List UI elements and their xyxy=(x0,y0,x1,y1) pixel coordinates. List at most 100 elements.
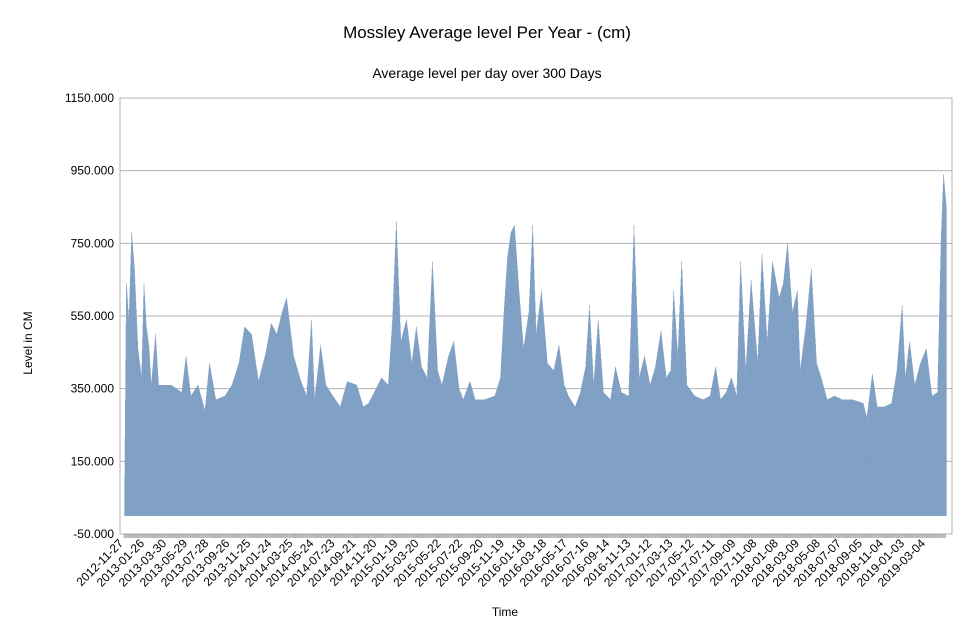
bar xyxy=(893,387,895,516)
bar xyxy=(210,369,211,516)
bar xyxy=(399,304,400,516)
bar xyxy=(847,399,849,516)
bar xyxy=(419,356,421,516)
bar xyxy=(602,377,603,516)
bar xyxy=(686,376,687,516)
bar xyxy=(515,250,517,516)
bar xyxy=(365,405,366,516)
bar xyxy=(642,364,643,516)
bar xyxy=(288,315,290,516)
bar xyxy=(878,406,879,516)
bar xyxy=(356,386,358,516)
bar xyxy=(355,384,357,516)
bar xyxy=(494,395,496,516)
bar xyxy=(701,398,702,516)
bar xyxy=(298,375,300,516)
bar xyxy=(647,374,649,516)
bar xyxy=(937,361,939,516)
bar xyxy=(866,416,867,516)
bar xyxy=(699,398,700,516)
bar xyxy=(280,318,281,516)
bar xyxy=(882,406,884,516)
bar xyxy=(486,398,487,516)
bar xyxy=(421,366,422,516)
bar xyxy=(229,387,231,516)
bar xyxy=(909,344,911,516)
bar xyxy=(434,312,436,516)
bar xyxy=(729,382,731,516)
bar xyxy=(929,381,931,516)
bar xyxy=(562,371,563,516)
bar xyxy=(527,317,529,516)
bar xyxy=(818,369,820,516)
bar xyxy=(675,328,677,516)
bar xyxy=(275,331,276,516)
bar xyxy=(129,297,130,516)
bar xyxy=(311,328,313,516)
bar xyxy=(502,338,503,516)
bar xyxy=(675,317,676,516)
bar xyxy=(295,363,297,516)
bar xyxy=(383,379,384,516)
bar xyxy=(142,337,143,516)
bar xyxy=(896,372,897,516)
bar xyxy=(706,397,707,516)
bar xyxy=(199,392,201,516)
bar xyxy=(659,335,661,516)
bar xyxy=(422,368,423,516)
bar xyxy=(195,388,196,516)
bar xyxy=(167,385,168,516)
bar xyxy=(170,385,172,516)
bar xyxy=(680,287,681,516)
bar xyxy=(711,388,712,516)
bar xyxy=(283,306,285,516)
bar xyxy=(393,275,395,516)
bar xyxy=(719,392,720,516)
bar xyxy=(826,399,828,516)
bar xyxy=(636,306,638,516)
bar xyxy=(757,363,759,516)
bar xyxy=(128,308,130,516)
bar xyxy=(325,382,326,516)
bar xyxy=(264,355,266,516)
bar xyxy=(748,322,749,516)
bar xyxy=(887,404,889,516)
bar xyxy=(239,358,240,516)
bar xyxy=(770,293,771,516)
bar xyxy=(916,375,918,516)
bar xyxy=(650,382,652,516)
bar xyxy=(219,398,220,516)
bar xyxy=(276,334,278,516)
bar xyxy=(831,397,833,516)
bar xyxy=(292,347,293,516)
bar xyxy=(265,350,267,516)
bar xyxy=(845,399,847,516)
bar xyxy=(472,391,474,516)
bar xyxy=(360,398,362,516)
bar xyxy=(625,394,627,516)
bar xyxy=(291,338,292,516)
bar xyxy=(158,379,159,516)
bar xyxy=(595,354,597,516)
bar xyxy=(739,298,740,516)
bar xyxy=(556,353,558,516)
bar xyxy=(941,230,942,516)
bar xyxy=(326,386,327,516)
bar xyxy=(869,390,871,516)
bar xyxy=(883,406,884,516)
bar xyxy=(740,276,742,516)
bar xyxy=(898,344,900,516)
bar xyxy=(263,360,265,516)
bar xyxy=(261,368,263,516)
bar xyxy=(639,376,640,516)
bar xyxy=(599,339,600,516)
bar xyxy=(807,301,809,516)
bar xyxy=(369,401,370,516)
bar xyxy=(461,396,463,516)
bar xyxy=(213,389,215,516)
bar xyxy=(663,358,665,516)
bar xyxy=(212,381,213,516)
bar xyxy=(847,399,849,516)
bar xyxy=(244,326,245,516)
bar xyxy=(682,294,684,516)
